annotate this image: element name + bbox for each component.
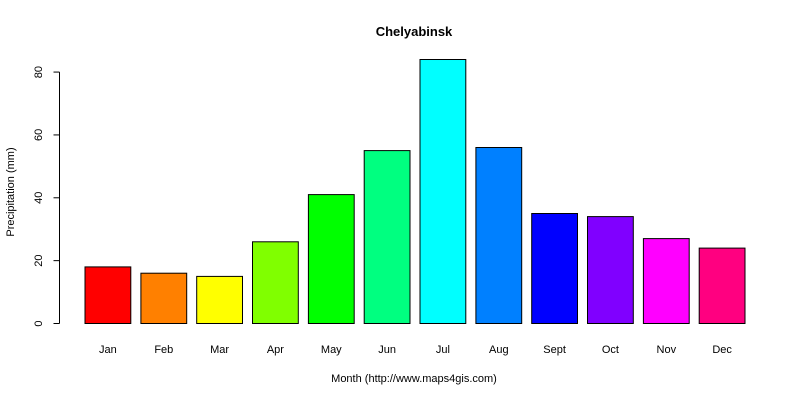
bar-mar	[196, 275, 243, 324]
y-tick-label: 60	[33, 129, 45, 141]
bar-jun	[363, 150, 411, 324]
x-tick-label-jan: Jan	[99, 344, 117, 356]
x-tick-label-feb: Feb	[154, 344, 173, 356]
bar-apr	[252, 241, 299, 324]
y-tick-label: 20	[33, 255, 45, 267]
x-tick-label-apr: Apr	[267, 344, 284, 356]
bar-jul	[419, 59, 467, 324]
y-tick-label: 0	[33, 320, 45, 326]
bar-oct	[587, 216, 634, 325]
bar-dec	[698, 247, 746, 325]
bar-may	[307, 194, 355, 324]
y-axis-label: Precipitation (mm)	[5, 147, 17, 236]
bar-nov	[642, 238, 690, 325]
x-tick-label-jun: Jun	[378, 344, 396, 356]
bar-sept	[531, 213, 579, 324]
x-tick-labels: Jan Feb Mar Apr May Jun Jul Aug Sept Oct Nov Dec	[99, 344, 732, 356]
x-tick-label-may: May	[321, 344, 342, 356]
x-axis-label: Month (http://www.maps4gis.com)	[331, 373, 497, 385]
x-tick-label-aug: Aug	[489, 344, 509, 356]
chart-title: Chelyabinsk	[376, 24, 453, 39]
bar-feb	[140, 272, 188, 325]
bars-group	[84, 59, 746, 325]
y-tick-label: 40	[33, 192, 45, 204]
bar-aug	[475, 147, 523, 324]
x-tick-label-sept: Sept	[543, 344, 566, 356]
bar-jan	[84, 266, 132, 324]
x-tick-label-oct: Oct	[602, 344, 619, 356]
y-tick-label: 80	[33, 66, 45, 78]
x-tick-label-nov: Nov	[657, 344, 677, 356]
x-tick-label-mar: Mar	[210, 344, 229, 356]
x-tick-label-dec: Dec	[712, 344, 732, 356]
y-axis: 0 20 40 60 80	[33, 66, 60, 327]
x-tick-label-jul: Jul	[436, 344, 450, 356]
